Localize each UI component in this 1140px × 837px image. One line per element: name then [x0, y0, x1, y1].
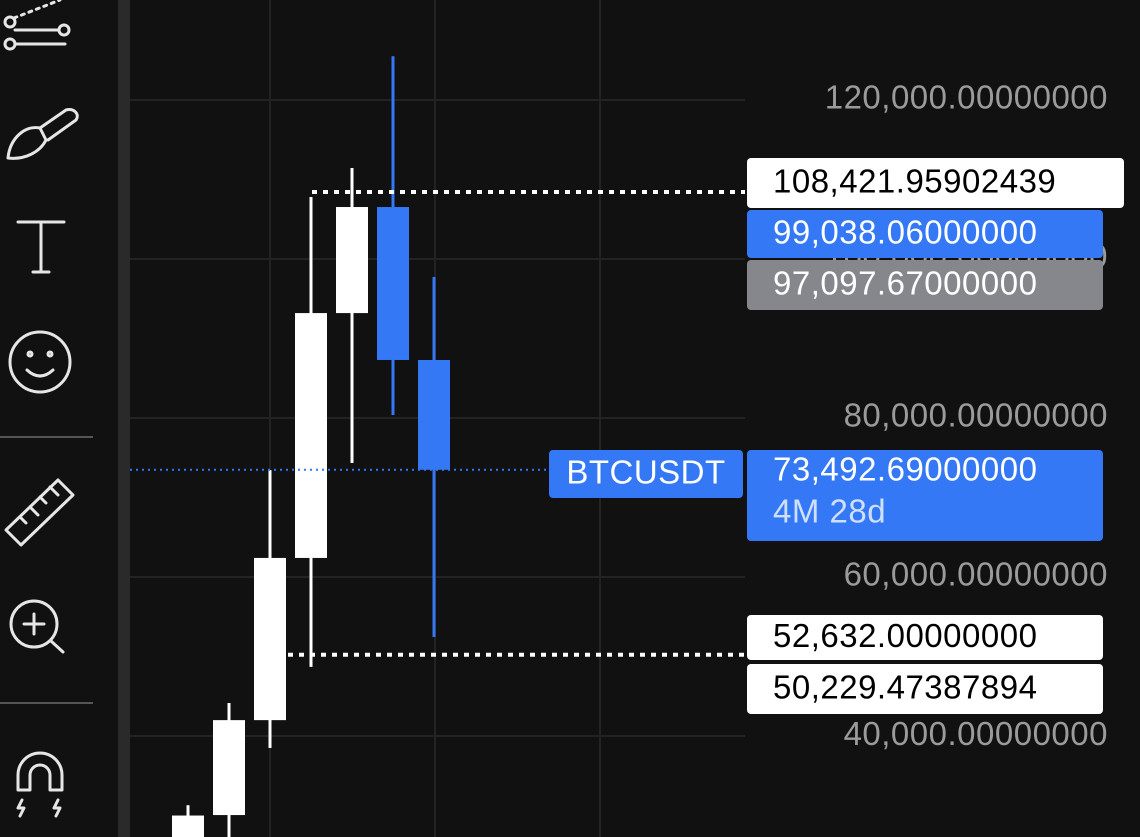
- price-label: 52,632.00000000: [773, 617, 1037, 654]
- price-label: 97,097.67000000: [773, 265, 1037, 302]
- candle-body: [418, 359, 450, 470]
- high-price-label-box: [747, 158, 1124, 208]
- plot-area: [130, 0, 745, 837]
- price-label: 99,038.06000000: [773, 214, 1037, 251]
- y-tick-label: 80,000.00000000: [844, 397, 1108, 434]
- trend-tool[interactable]: [3, 0, 71, 51]
- price-label-box: [747, 210, 1103, 258]
- candle-body: [254, 557, 286, 721]
- y-tick-label: 120,000.00000000: [825, 79, 1108, 116]
- candle-body: [213, 720, 245, 816]
- price-label-box: [747, 260, 1103, 310]
- countdown: 4M 28d: [773, 493, 886, 530]
- toolbar-edge: [118, 0, 130, 837]
- brush-tool[interactable]: [6, 108, 79, 160]
- zoom-tool[interactable]: [9, 599, 65, 654]
- y-tick-label: 40,000.00000000: [844, 715, 1108, 752]
- text-tool[interactable]: [16, 220, 66, 274]
- last-price-box: [747, 450, 1103, 541]
- candle-body: [295, 313, 327, 558]
- symbol: BTCUSDT: [566, 454, 725, 491]
- magnet-tool[interactable]: [16, 751, 64, 818]
- last-price: 73,492.69000000: [773, 451, 1037, 488]
- price-scale: 120,000.00000000100,000.0000000080,000.0…: [549, 79, 1124, 752]
- low-price-label: 50,229.47387894: [773, 669, 1037, 706]
- high-price-label: 108,421.95902439: [773, 163, 1056, 200]
- candle-body: [377, 207, 409, 360]
- y-tick-label: 60,000.00000000: [844, 556, 1108, 593]
- toolbar: [0, 0, 93, 818]
- candle-body: [172, 815, 204, 837]
- price-label-box: [747, 615, 1103, 660]
- low-price-label-box: [747, 664, 1103, 714]
- symbol-box: [549, 450, 743, 498]
- ruler-tool[interactable]: [4, 478, 75, 547]
- emoji-tool[interactable]: [8, 330, 72, 394]
- candle-body: [336, 207, 368, 314]
